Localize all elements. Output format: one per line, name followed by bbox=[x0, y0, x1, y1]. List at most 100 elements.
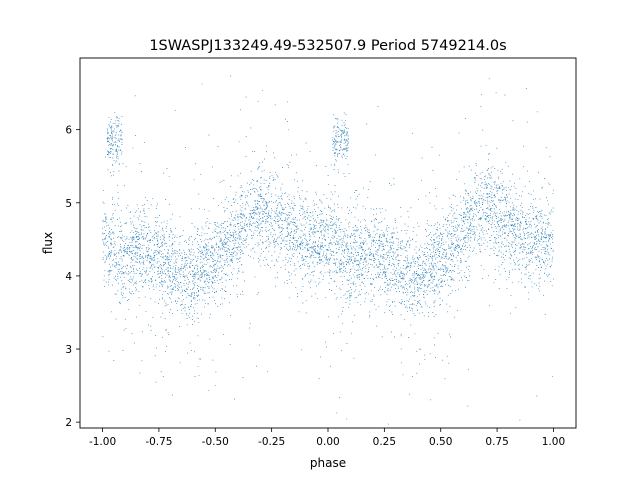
data-point bbox=[361, 252, 363, 254]
data-point bbox=[489, 248, 491, 250]
data-point bbox=[389, 242, 391, 244]
data-point bbox=[193, 307, 195, 309]
data-point bbox=[304, 229, 306, 231]
data-point bbox=[131, 258, 133, 260]
data-point bbox=[231, 258, 233, 260]
data-point bbox=[335, 231, 337, 233]
data-point bbox=[499, 225, 500, 227]
data-point bbox=[170, 230, 172, 231]
data-point bbox=[269, 215, 271, 217]
data-point bbox=[515, 250, 516, 252]
data-point bbox=[142, 255, 143, 257]
data-point bbox=[120, 225, 122, 227]
data-point bbox=[524, 273, 526, 275]
data-point bbox=[259, 230, 261, 232]
data-point bbox=[339, 239, 341, 241]
data-point bbox=[280, 267, 282, 268]
data-point bbox=[133, 269, 134, 271]
data-point bbox=[371, 221, 373, 223]
data-point bbox=[238, 225, 240, 227]
data-point bbox=[489, 215, 491, 216]
data-point bbox=[394, 283, 396, 285]
data-point bbox=[466, 215, 468, 217]
data-point bbox=[420, 306, 422, 308]
data-point bbox=[409, 277, 411, 279]
data-point bbox=[527, 213, 529, 215]
data-point bbox=[186, 264, 188, 266]
data-point bbox=[302, 249, 304, 250]
data-point bbox=[541, 209, 543, 211]
data-point bbox=[514, 239, 516, 241]
data-point bbox=[258, 166, 260, 168]
data-point bbox=[232, 260, 234, 262]
data-point bbox=[254, 222, 256, 224]
data-point bbox=[394, 271, 396, 273]
data-point bbox=[259, 195, 261, 197]
data-point bbox=[159, 239, 161, 241]
data-point bbox=[200, 267, 202, 269]
data-point bbox=[518, 230, 520, 232]
data-point bbox=[358, 293, 360, 295]
data-point bbox=[294, 240, 296, 241]
data-point bbox=[238, 268, 240, 270]
data-point bbox=[290, 221, 292, 223]
data-point bbox=[239, 216, 241, 218]
data-point bbox=[129, 251, 131, 253]
data-point bbox=[504, 218, 506, 220]
data-point bbox=[262, 220, 264, 222]
data-point bbox=[356, 230, 358, 232]
data-point bbox=[237, 223, 238, 225]
data-point bbox=[384, 272, 386, 274]
data-point bbox=[508, 277, 510, 279]
data-point bbox=[271, 193, 273, 195]
data-point bbox=[314, 220, 316, 222]
data-point bbox=[513, 226, 515, 227]
data-point bbox=[421, 246, 423, 248]
data-point bbox=[143, 209, 145, 211]
data-point bbox=[466, 228, 468, 230]
data-point bbox=[187, 279, 189, 280]
data-point bbox=[467, 202, 469, 204]
data-point bbox=[336, 266, 338, 268]
data-point bbox=[503, 211, 505, 213]
data-point bbox=[226, 253, 228, 255]
data-point bbox=[405, 249, 407, 251]
data-point bbox=[215, 228, 217, 230]
data-point bbox=[344, 270, 346, 272]
data-point bbox=[409, 307, 411, 309]
data-point bbox=[235, 247, 237, 249]
data-point bbox=[428, 285, 430, 287]
data-point bbox=[323, 275, 324, 277]
data-point bbox=[392, 255, 394, 257]
data-point bbox=[121, 239, 123, 241]
data-point bbox=[503, 189, 505, 191]
data-point bbox=[542, 241, 544, 243]
data-point bbox=[190, 305, 191, 307]
data-point bbox=[506, 239, 508, 241]
data-point bbox=[142, 258, 144, 259]
data-point bbox=[145, 282, 147, 283]
data-point bbox=[449, 213, 451, 215]
data-point bbox=[455, 239, 457, 241]
data-point bbox=[148, 255, 149, 257]
data-point bbox=[411, 304, 413, 306]
data-point bbox=[308, 268, 310, 270]
data-point bbox=[187, 263, 189, 265]
data-point bbox=[520, 235, 522, 237]
data-point bbox=[487, 207, 489, 209]
data-point bbox=[345, 246, 347, 248]
data-point bbox=[332, 271, 334, 273]
data-point bbox=[129, 272, 131, 274]
data-point bbox=[471, 229, 473, 231]
data-point bbox=[441, 238, 443, 240]
data-point bbox=[115, 252, 117, 254]
data-point bbox=[359, 268, 361, 270]
data-point bbox=[310, 255, 312, 257]
data-point bbox=[319, 255, 321, 257]
data-point bbox=[128, 254, 130, 256]
data-point bbox=[115, 293, 117, 295]
data-point bbox=[300, 229, 302, 231]
data-point bbox=[253, 184, 255, 186]
data-point bbox=[300, 243, 301, 244]
data-point bbox=[309, 253, 311, 255]
